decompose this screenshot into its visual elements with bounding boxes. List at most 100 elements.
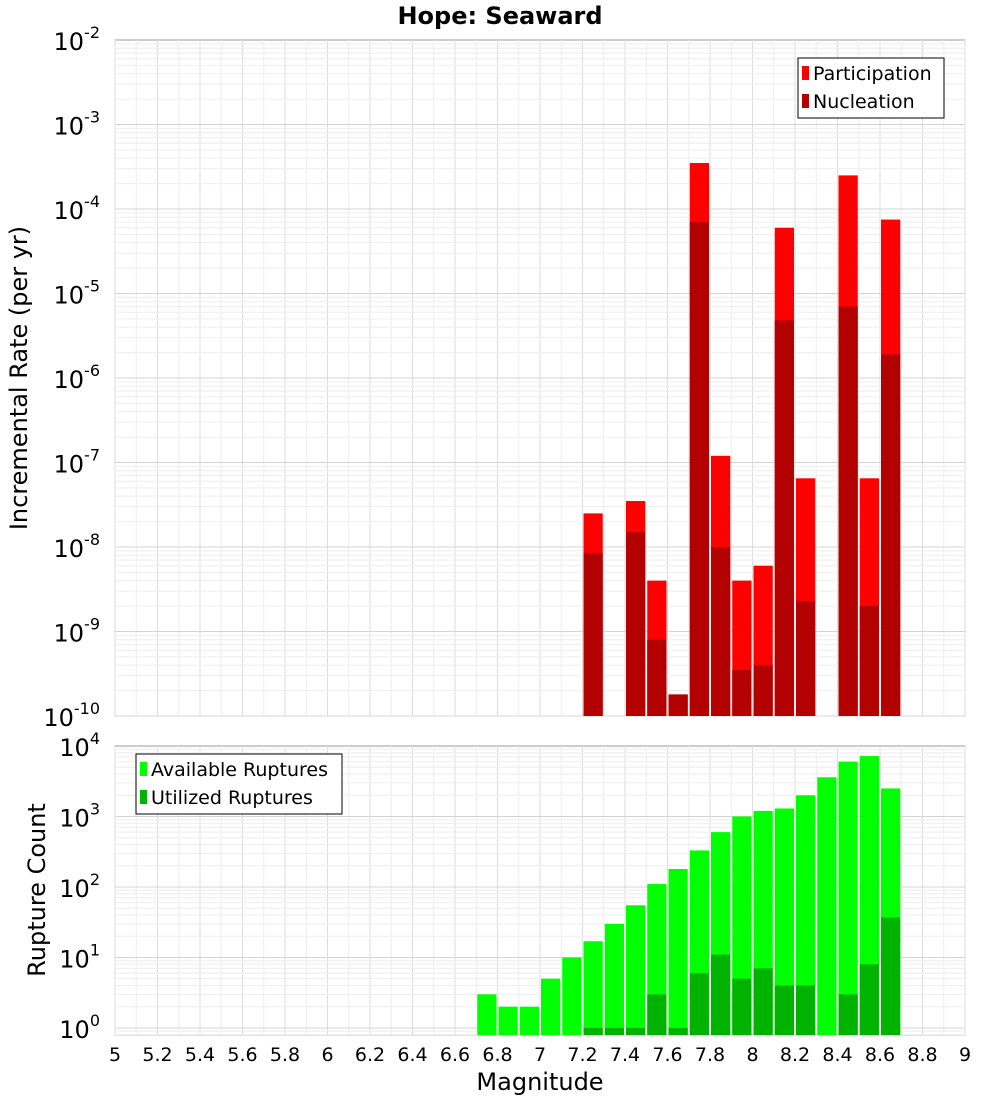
y-tick-label: 103 [59,799,100,832]
bar-nucleation [583,552,603,716]
x-tick-label: 7.6 [652,1044,682,1066]
bar-utilized-ruptures [668,1027,688,1035]
x-tick-label: 8.2 [780,1044,810,1066]
legend-box [135,753,343,815]
bar-utilized-ruptures [647,994,667,1035]
x-tick-label: 6.6 [440,1044,470,1066]
legend-label: Participation [813,63,932,85]
rate-panel: 10-10 10-9 10-8 10-7 10-6 10-5 10-4 10-3 10-2 In… [5,23,966,732]
x-tick-label: 8.4 [822,1044,852,1066]
bar-nucleation [859,606,879,716]
bar-nucleation [647,639,667,716]
bar-available-ruptures [604,923,624,1035]
bar-available-ruptures [796,795,816,1035]
bar-nucleation [753,665,773,716]
rate-bars [583,163,901,717]
y-tick-label: 10-2 [54,23,101,56]
legend-box [797,57,945,119]
legend-swatch [802,66,809,80]
x-tick-label: 6.4 [397,1044,427,1066]
x-tick-label: 6.8 [482,1044,512,1066]
bar-available-ruptures [668,868,688,1035]
x-tick-label: 7.4 [610,1044,640,1066]
y-tick-label: 10-9 [54,615,101,648]
bar-utilized-ruptures [774,985,794,1035]
bar-utilized-ruptures [859,964,879,1035]
bar-utilized-ruptures [838,994,858,1035]
x-tick-label: 8 [746,1044,758,1066]
legend-swatch [802,94,809,108]
x-tick-label: 9 [959,1044,971,1066]
y-tick-label: 101 [59,940,100,973]
x-tick-label: 6.2 [355,1044,385,1066]
legend-label: Nucleation [813,91,915,113]
y-tick-label: 10-8 [54,530,101,563]
bar-nucleation [774,320,794,716]
rate-legend: Participation Nucleation [797,57,945,119]
bar-nucleation [838,306,858,716]
x-tick-label: 5.2 [142,1044,172,1066]
x-axis-label: Magnitude [476,1068,603,1096]
bar-available-ruptures [838,761,858,1035]
y-tick-label: 10-4 [54,192,101,225]
legend-swatch [140,790,147,804]
y-tick-label: 102 [59,870,100,903]
x-tick-label: 5 [109,1044,121,1066]
bar-utilized-ruptures [753,968,773,1035]
bar-nucleation [626,532,646,716]
count-y-ticks: 100 101 102 103 104 [59,729,100,1044]
bar-available-ruptures [774,808,794,1035]
bar-utilized-ruptures [583,1027,603,1035]
bar-available-ruptures [498,1006,518,1035]
bar-available-ruptures [626,905,646,1035]
rate-grid [114,40,966,717]
x-tick-label: 5.6 [227,1044,257,1066]
bar-nucleation [689,222,709,716]
count-grid [114,746,966,1036]
y-tick-label: 100 [59,1011,100,1044]
bar-nucleation [711,547,731,716]
bar-utilized-ruptures [689,973,709,1035]
bar-utilized-ruptures [711,954,731,1035]
bar-utilized-ruptures [796,985,816,1035]
y-tick-label: 10-6 [54,361,101,394]
bar-utilized-ruptures [881,917,901,1035]
legend-label: Utilized Ruptures [151,787,313,809]
x-tick-label: 7 [534,1044,546,1066]
bar-available-ruptures [583,941,603,1035]
x-ticks: 5 5.2 5.4 5.6 5.8 6 6.2 6.4 6.6 6.8 7 7.2 7.4 7.6 7.8 8… [109,1044,971,1066]
y-tick-label: 10-3 [54,108,101,141]
y-tick-label: 10-7 [54,446,101,479]
count-panel: 100 101 102 103 104 Rupture Count Available … [23,729,966,1044]
count-bars [477,756,901,1035]
legend-label: Available Ruptures [151,759,328,781]
y-tick-label: 10-10 [43,699,100,732]
bar-utilized-ruptures [732,978,752,1035]
y-tick-label: 104 [59,729,100,762]
legend-swatch [140,762,147,776]
bar-nucleation [668,694,688,716]
x-tick-label: 7.2 [567,1044,597,1066]
bar-available-ruptures [519,1006,539,1035]
rate-y-ticks: 10-10 10-9 10-8 10-7 10-6 10-5 10-4 10-3 10-2 [43,23,100,732]
bar-nucleation [881,354,901,716]
bar-available-ruptures [817,777,837,1035]
x-tick-label: 8.8 [907,1044,937,1066]
x-tick-label: 5.8 [270,1044,300,1066]
x-tick-label: 5.4 [185,1044,215,1066]
bar-available-ruptures [541,978,561,1035]
x-tick-label: 6 [321,1044,333,1066]
bar-utilized-ruptures [626,1027,646,1035]
bar-nucleation [732,670,752,716]
bar-utilized-ruptures [604,1027,624,1035]
rate-y-axis-label: Incremental Rate (per yr) [5,226,33,530]
bar-available-ruptures [477,994,497,1035]
chart-title: Hope: Seaward [397,2,603,30]
x-tick-label: 7.8 [695,1044,725,1066]
bar-available-ruptures [562,957,582,1035]
bar-nucleation [796,600,816,716]
count-legend: Available Ruptures Utilized Ruptures [135,753,343,815]
x-tick-label: 8.6 [865,1044,895,1066]
y-tick-label: 10-5 [54,277,101,310]
